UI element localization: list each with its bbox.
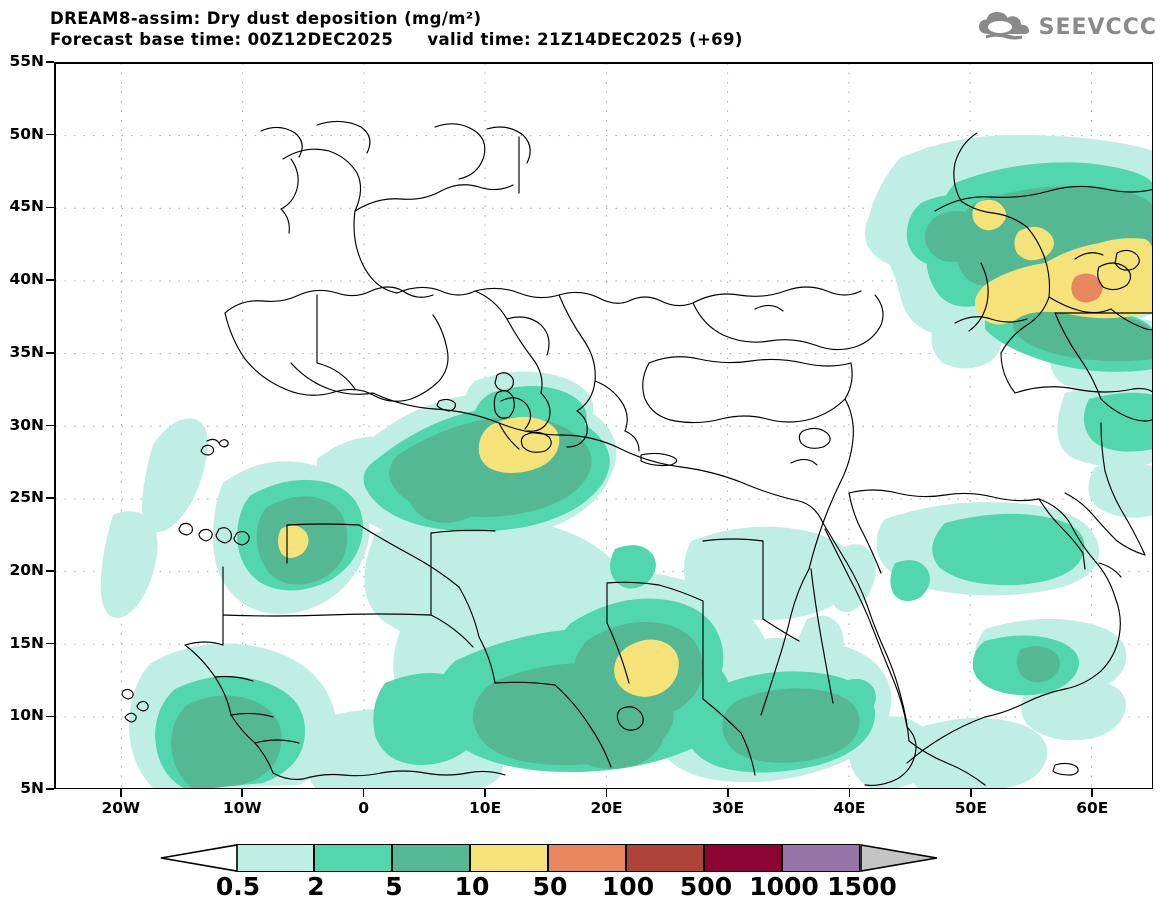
colorbar-level-label: 50 — [532, 872, 568, 901]
colorbar[interactable]: 0.5 2 5 10 50 100 500 1000 1500 — [0, 838, 1165, 902]
colorbar-segment[interactable] — [392, 844, 470, 872]
colorbar-segment[interactable] — [626, 844, 704, 872]
forecast-base-label: Forecast base time: — [50, 30, 242, 49]
longitude-tick-label: 20W — [101, 799, 141, 817]
latitude-tick-mark — [46, 279, 54, 281]
colorbar-level-label: 500 — [679, 872, 733, 901]
latitude-tick-label: 40N — [9, 270, 44, 289]
longitude-tick-label: 60E — [1076, 799, 1109, 817]
latitude-tick-label: 55N — [9, 52, 44, 70]
lead-time-value: (+69) — [689, 30, 743, 49]
longitude-tick-label: 0 — [358, 799, 370, 817]
latitude-tick-mark — [46, 570, 54, 572]
longitude-axis: 20W 10W 0 10E 20E 30E 40E 50E 60E — [54, 789, 1153, 823]
valid-time-label: valid time: — [427, 30, 531, 49]
page-title: DREAM8-assim: Dry dust deposition (mg/m²… — [50, 9, 482, 28]
longitude-tick-label: 10W — [222, 799, 262, 817]
longitude-tick-mark — [605, 789, 608, 797]
latitude-tick-label: 25N — [9, 488, 44, 507]
latitude-axis: 55N 50N 45N 40N 35N 30N 25N 20N 15N 10N 5N — [0, 52, 54, 797]
latitude-tick-mark — [46, 424, 54, 427]
longitude-tick-mark — [241, 789, 244, 797]
colorbar-left-arrow-outline — [160, 844, 238, 876]
latitude-tick-label: 5N — [20, 779, 44, 797]
latitude-tick-label: 30N — [9, 415, 44, 434]
colorbar-level-label: 0.5 — [215, 872, 261, 901]
colorbar-segment[interactable] — [704, 844, 782, 872]
dust-contour-level-10 — [278, 199, 1152, 697]
colorbar-segment[interactable] — [314, 844, 392, 872]
colorbar-segment[interactable] — [782, 844, 860, 872]
latitude-tick-label: 45N — [9, 197, 44, 216]
longitude-tick-mark — [727, 789, 729, 797]
colorbar-right-arrow[interactable] — [860, 844, 938, 872]
longitude-tick-mark — [362, 789, 365, 797]
latitude-tick-label: 20N — [9, 560, 44, 579]
seevccc-logo: SEEVCCC — [976, 10, 1157, 44]
latitude-tick-label: 10N — [9, 706, 44, 725]
latitude-tick-label: 35N — [9, 342, 44, 361]
coastlines-and-borders — [121, 120, 1152, 786]
valid-time-value: 21Z14DEC2025 — [537, 30, 683, 49]
dust-deposition-field — [55, 63, 1152, 788]
colorbar-level-label: 1500 — [827, 872, 897, 901]
colorbar-level-label: 10 — [454, 872, 490, 901]
longitude-tick-label: 20E — [590, 799, 623, 817]
longitude-tick-label: 40E — [833, 799, 866, 817]
longitude-tick-mark — [970, 789, 972, 797]
colorbar-level-label: 5 — [385, 872, 403, 901]
colorbar-level-label: 1000 — [749, 872, 819, 901]
map-header: DREAM8-assim: Dry dust deposition (mg/m²… — [50, 8, 743, 50]
colorbar-segment[interactable] — [236, 844, 314, 872]
latitude-tick-mark — [46, 497, 54, 499]
latitude-tick-mark — [46, 788, 54, 790]
longitude-tick-mark — [484, 789, 486, 797]
logo-text: SEEVCCC — [1038, 14, 1157, 40]
latitude-tick-mark — [46, 352, 54, 354]
latitude-tick-mark — [46, 61, 54, 63]
forecast-base-time: 00Z12DEC2025 — [247, 30, 394, 49]
latitude-tick-mark — [46, 715, 54, 718]
longitude-tick-mark — [848, 789, 851, 797]
colorbar-segments[interactable] — [160, 844, 938, 872]
colorbar-level-label: 100 — [601, 872, 655, 901]
longitude-tick-label: 30E — [711, 799, 745, 817]
colorbar-segment[interactable] — [470, 844, 548, 872]
longitude-tick-mark — [119, 789, 122, 797]
colorbar-level-label: 2 — [307, 872, 325, 901]
cloud-icon — [976, 10, 1032, 44]
latitude-tick-mark — [46, 133, 54, 136]
latitude-tick-mark — [46, 642, 54, 645]
longitude-tick-label: 10E — [469, 799, 502, 817]
forecast-time-line: Forecast base time: 00Z12DEC2025 valid ti… — [50, 29, 743, 50]
latitude-tick-label: 15N — [9, 633, 44, 652]
map-plot-area[interactable] — [54, 62, 1153, 789]
colorbar-segment[interactable] — [548, 844, 626, 872]
latitude-tick-mark — [46, 206, 54, 209]
longitude-tick-label: 50E — [954, 799, 987, 817]
dust-contour-level-50 — [1071, 273, 1103, 303]
latitude-tick-label: 50N — [9, 124, 44, 143]
longitude-tick-mark — [1091, 789, 1094, 797]
